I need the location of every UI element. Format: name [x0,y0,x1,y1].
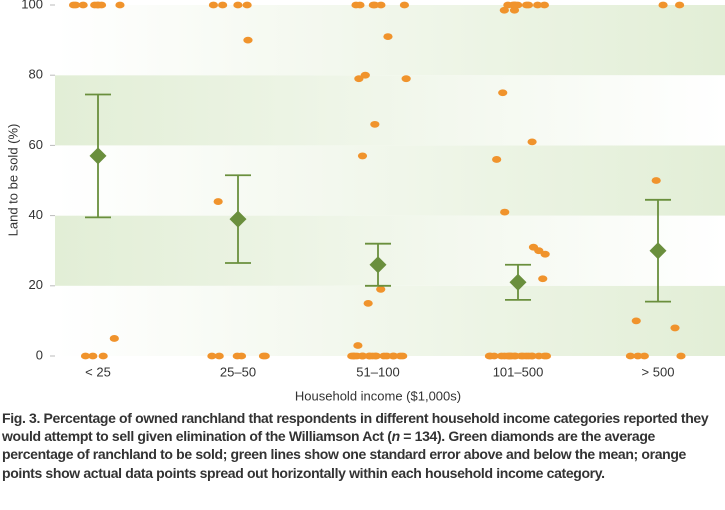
caption-text: Fig. 3. Percentage of owned ranchland th… [2,410,709,445]
data-point [538,275,548,283]
data-point [233,1,243,9]
data-point [503,1,513,9]
data-point [354,75,364,83]
data-point [676,352,686,360]
y-tick-label: 40 [29,207,43,222]
caption-text: = 134). Green diamonds are the average p… [2,428,686,481]
x-tick-label: 51–100 [356,364,399,379]
data-point [382,352,392,360]
mean-diamond [229,210,247,228]
x-tick-label: > 500 [642,364,675,379]
data-point [88,352,98,360]
data-point [214,352,224,360]
data-point [492,156,502,163]
data-point [541,352,552,360]
data-point [500,208,510,216]
data-point [534,247,544,255]
data-point [509,6,520,14]
data-point [401,75,411,83]
data-point [631,317,641,325]
data-point [658,1,668,9]
data-point [639,352,649,360]
data-point [347,352,357,360]
data-point [360,71,370,79]
mean-diamond [369,256,387,274]
data-point [232,352,242,360]
data-point [533,1,543,9]
mean-diamond [89,147,107,165]
data-point [651,177,661,184]
data-point [370,352,380,360]
data-point [399,1,410,9]
data-point [368,1,378,9]
data-point [370,120,380,128]
data-point [357,152,368,160]
data-point [109,335,119,342]
data-point [527,138,537,146]
y-tick-label: 20 [29,277,43,292]
data-point [540,250,550,258]
data-point [527,352,537,360]
caption: Fig. 3. Percentage of owned ranchland th… [2,409,722,482]
y-axis-label: Land to be sold (%) [5,124,20,237]
data-point [98,352,108,360]
data-point [510,1,520,9]
chart: Land to be sold (%) Household income ($1… [5,0,725,403]
data-point [355,1,365,9]
data-point [207,352,217,360]
grid-band [55,285,725,356]
data-point [521,1,532,9]
data-point [674,1,685,9]
y-tick-label: 60 [29,137,43,152]
caption-text: n [391,428,401,445]
data-point [93,1,103,9]
y-tick-label: 0 [36,347,43,362]
grid-band [55,145,725,216]
data-point [68,1,79,9]
y-tick-label: 80 [29,67,43,82]
data-point [670,324,680,332]
mean-diamond [649,242,667,260]
data-point [383,33,393,40]
data-point [499,6,509,14]
data-point [208,1,219,9]
data-point [357,352,367,360]
data-point [376,285,386,293]
grid-band [55,5,725,76]
data-point [353,342,363,349]
data-point [498,89,508,97]
data-point [80,352,91,360]
data-point [633,352,643,360]
x-tick-label: 25–50 [220,364,256,379]
data-point [242,1,252,9]
data-point [218,1,228,9]
x-tick-label: < 25 [85,364,111,379]
grid-band [55,215,725,286]
data-point [243,36,253,44]
data-point [539,1,550,9]
data-point [489,352,499,360]
data-point [625,352,636,360]
data-point [518,352,528,360]
data-point [115,1,125,9]
y-tick-label: 100 [21,0,43,11]
data-point [510,352,521,360]
data-point [213,198,223,205]
data-point [78,1,88,9]
mean-diamond [509,273,527,291]
x-axis-label: Household income ($1,000s) [295,388,461,403]
data-point [260,352,270,360]
data-point [363,299,373,307]
data-point [395,352,405,360]
grid-band [55,75,725,146]
x-tick-label: 101–500 [493,364,544,379]
data-point [376,1,386,9]
